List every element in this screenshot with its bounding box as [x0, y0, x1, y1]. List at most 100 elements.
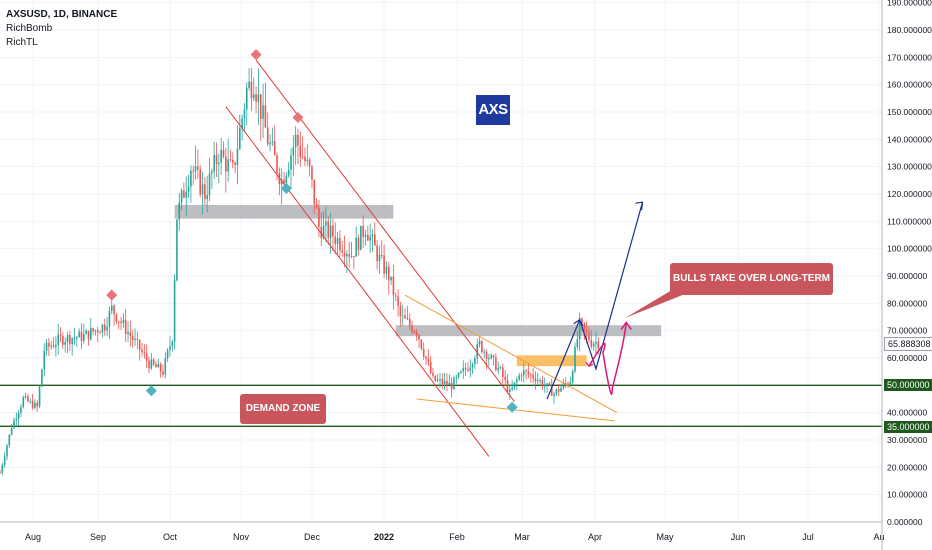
candle-body	[436, 379, 439, 381]
candle-body	[308, 159, 311, 167]
y-tick-label: 70.000000	[887, 326, 927, 336]
candle-body	[523, 370, 525, 376]
candle-body	[548, 383, 551, 386]
candle-body	[117, 321, 120, 323]
candle-body	[408, 318, 411, 326]
axs-badge: AXS	[476, 95, 510, 125]
candle-body	[85, 330, 87, 335]
candle-body	[320, 226, 323, 239]
signal-diamond	[106, 289, 118, 301]
x-tick-label: Jun	[731, 532, 746, 542]
candle-body	[362, 225, 364, 237]
candle-body	[194, 166, 197, 172]
candle-body	[380, 254, 383, 256]
candle-body	[543, 385, 546, 387]
candle-body	[276, 155, 278, 174]
candle-body	[367, 234, 369, 241]
candle-body	[145, 353, 148, 361]
y-tick-label: 10.000000	[887, 490, 927, 500]
wedge-upper	[404, 294, 618, 414]
candle-body	[36, 402, 39, 407]
candle-body	[369, 236, 371, 241]
x-tick-label: Dec	[304, 532, 321, 542]
candle-body	[525, 370, 527, 372]
candle-body	[34, 402, 36, 408]
candle-body	[55, 344, 57, 347]
arrow-head-blue	[635, 201, 644, 211]
y-axis: 190.000000 180.000000 170.000000 160.000000…	[881, 0, 932, 550]
candle-body	[301, 156, 304, 158]
candle-body	[490, 355, 493, 359]
candle-body	[101, 324, 104, 333]
candle-body	[297, 134, 299, 146]
candle-body	[313, 179, 316, 205]
candle-body	[1, 464, 4, 473]
y-tick-label: 80.000000	[887, 298, 927, 308]
candle-body	[225, 156, 227, 172]
candle-body	[141, 350, 143, 353]
y-tick-label: 110.000000	[887, 216, 932, 226]
candle-body	[271, 141, 274, 143]
candle-body	[534, 378, 537, 382]
candle-body	[155, 364, 157, 368]
candle-body	[69, 334, 71, 345]
candle-body	[248, 81, 250, 89]
callout-pointer	[625, 290, 690, 318]
candle-body	[183, 190, 185, 198]
candle-body	[353, 256, 355, 258]
candle-body	[492, 355, 495, 358]
candle-body	[597, 341, 600, 349]
candle-body	[306, 159, 309, 162]
projection-path-pink	[588, 322, 627, 395]
x-tick-label: Nov	[233, 532, 250, 542]
candle-body	[495, 357, 497, 371]
candle-body	[455, 377, 458, 379]
candle-body	[336, 238, 339, 244]
x-tick-label: Apr	[588, 532, 602, 542]
candle-body	[434, 375, 437, 381]
candle-body	[148, 360, 150, 369]
candle-body	[78, 331, 80, 338]
candle-body	[585, 329, 588, 333]
candle-body	[557, 389, 560, 392]
candle-body	[453, 377, 455, 390]
candle-body	[52, 345, 55, 347]
y-tick-label: 130.000000	[887, 162, 932, 172]
candle-body	[460, 371, 462, 373]
candle-body	[539, 380, 541, 382]
candle-body	[569, 382, 572, 385]
candle-body	[553, 393, 555, 396]
candle-body	[192, 170, 195, 172]
drawings	[106, 49, 690, 457]
indicator-richtl[interactable]: RichTL	[6, 37, 38, 48]
y-tick-label: 120.000000	[887, 189, 932, 199]
candle-body	[48, 342, 50, 347]
indicator-richbomb[interactable]: RichBomb	[6, 23, 53, 34]
candle-body	[499, 367, 502, 369]
candle-body	[341, 250, 344, 253]
candle-body	[80, 331, 83, 341]
candle-body	[92, 328, 94, 332]
candle-body	[150, 359, 153, 369]
support-35-tag: 35.000000	[884, 421, 932, 433]
candle-body	[129, 332, 132, 337]
candle-body	[278, 173, 281, 185]
candle-body	[541, 380, 544, 387]
candle-body	[131, 336, 134, 340]
candle-body	[357, 237, 360, 250]
x-tick-label: Oct	[163, 532, 178, 542]
candle-body	[536, 380, 539, 382]
candle-body	[299, 145, 302, 157]
candle-body	[164, 358, 167, 375]
candle-body	[429, 362, 432, 373]
candle-body	[318, 208, 320, 227]
candle-body	[371, 234, 374, 237]
chart-title: AXSUSD, 1D, BINANCE	[6, 9, 118, 20]
bulls-take-over-label: BULLS TAKE OVER LONG-TERM	[670, 263, 833, 295]
candle-body	[187, 186, 190, 192]
x-tick-label: May	[656, 532, 674, 542]
candle-body	[245, 88, 248, 110]
candle-body	[264, 105, 267, 128]
projection-path-blue	[546, 202, 644, 400]
